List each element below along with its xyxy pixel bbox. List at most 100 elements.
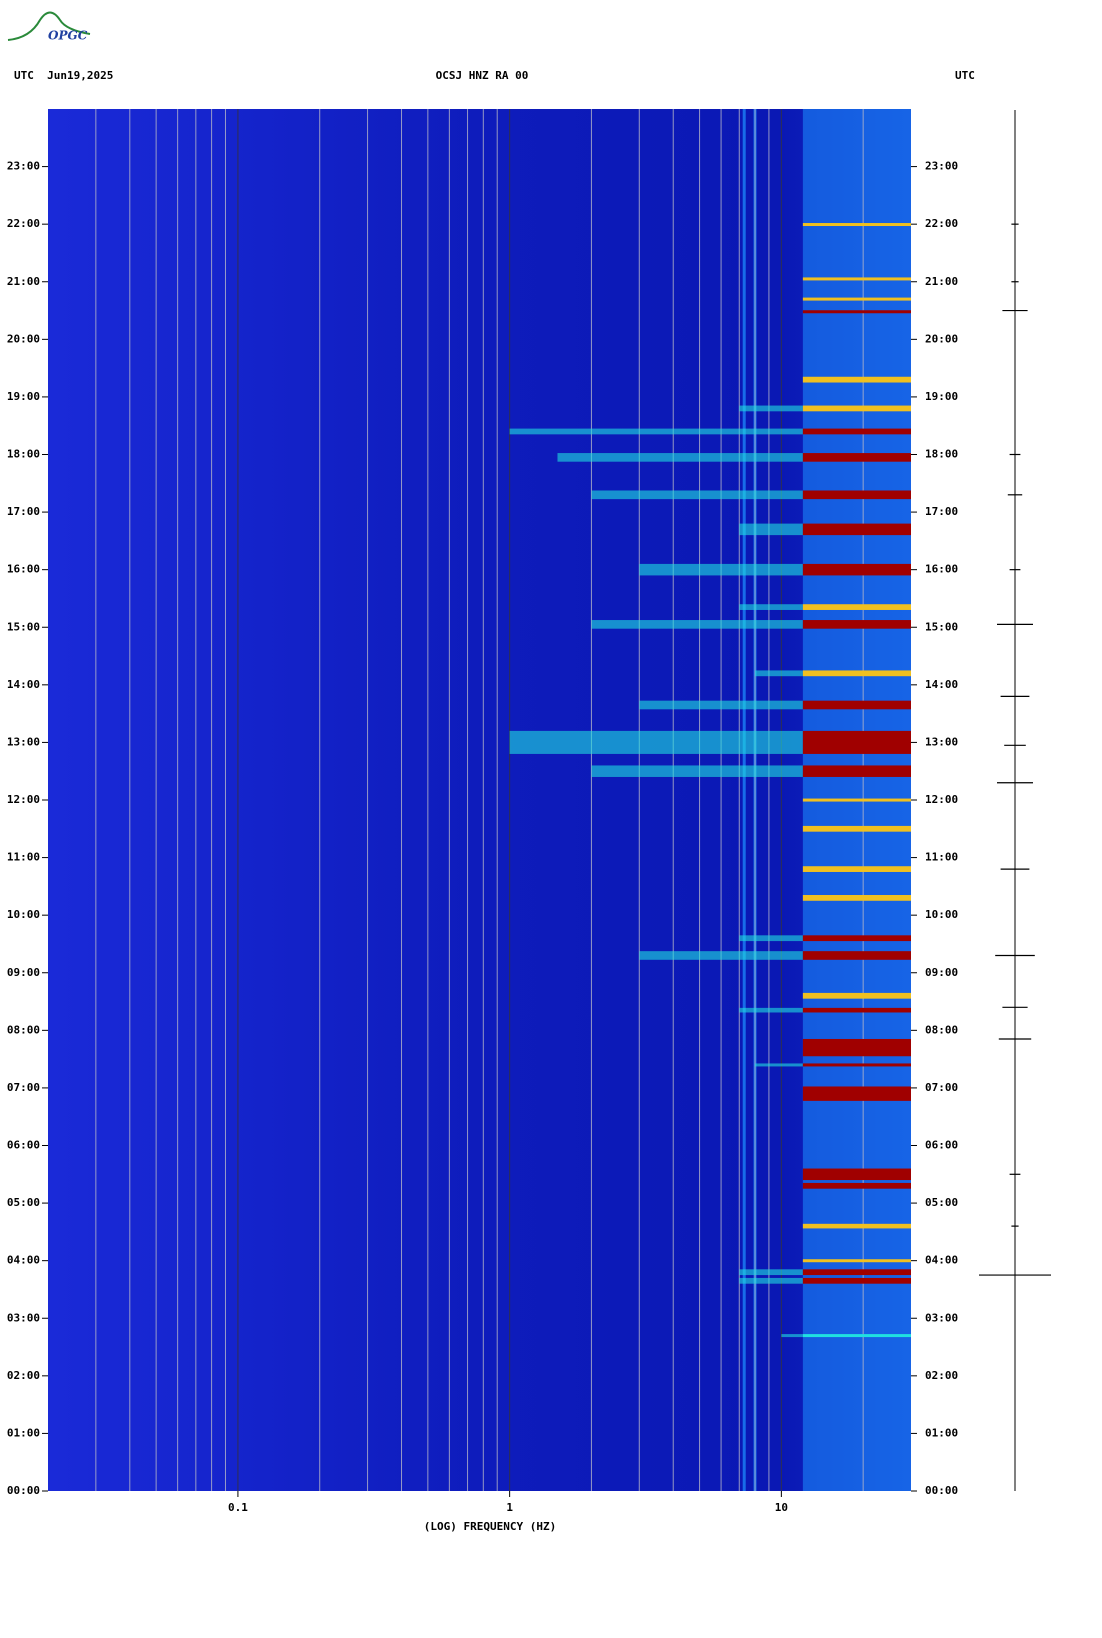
event-tail bbox=[591, 490, 803, 500]
logo: OPGC bbox=[48, 29, 88, 43]
logo-mark bbox=[7, 11, 91, 41]
event bbox=[802, 297, 911, 301]
x-axis-label: (LOG) FREQUENCY (HZ) bbox=[424, 1520, 556, 1533]
event-tail bbox=[509, 730, 803, 754]
header-left: UTC Jun19,2025 bbox=[14, 69, 113, 82]
y-tick-label: 08:00 bbox=[925, 1023, 958, 1036]
y-tick-label: 18:00 bbox=[7, 448, 40, 461]
y-tick-label: 17:00 bbox=[7, 505, 40, 518]
event bbox=[802, 376, 911, 383]
plot-area bbox=[48, 109, 911, 1491]
event-tail bbox=[739, 604, 803, 610]
event-tail bbox=[755, 1063, 803, 1067]
y-tick-label: 14:00 bbox=[7, 678, 40, 691]
y-tick-label: 15:00 bbox=[7, 620, 40, 633]
event bbox=[802, 223, 911, 227]
y-tick-label: 12:00 bbox=[7, 793, 40, 806]
y-tick-label: 12:00 bbox=[925, 793, 958, 806]
event bbox=[802, 1223, 911, 1229]
event bbox=[802, 825, 911, 832]
event-tail bbox=[755, 670, 803, 677]
x-tick-label: 10 bbox=[775, 1501, 788, 1514]
event bbox=[802, 1063, 911, 1067]
event-tail bbox=[739, 1007, 803, 1013]
y-tick-label: 16:00 bbox=[7, 563, 40, 576]
event-tail bbox=[557, 453, 803, 462]
event bbox=[802, 895, 911, 901]
event-tail bbox=[739, 1269, 803, 1276]
event bbox=[802, 992, 911, 999]
y-tick-label: 07:00 bbox=[7, 1081, 40, 1094]
event-tail bbox=[739, 1277, 803, 1284]
event bbox=[802, 523, 911, 536]
event bbox=[802, 670, 911, 677]
y-tick-label: 11:00 bbox=[925, 851, 958, 864]
y-tick-label: 13:00 bbox=[925, 735, 958, 748]
event-tail bbox=[739, 523, 803, 536]
event bbox=[802, 935, 911, 942]
y-tick-label: 19:00 bbox=[925, 390, 958, 403]
x-tick-label: 1 bbox=[506, 1501, 513, 1514]
y-tick-label: 21:00 bbox=[7, 275, 40, 288]
y-tick-label: 09:00 bbox=[925, 966, 958, 979]
y-tick-label: 06:00 bbox=[925, 1139, 958, 1152]
x-tick-label: 0.1 bbox=[228, 1501, 248, 1514]
y-tick-label: 08:00 bbox=[7, 1023, 40, 1036]
event-tail bbox=[739, 405, 803, 412]
event bbox=[802, 277, 911, 281]
event bbox=[802, 1007, 911, 1013]
event bbox=[802, 310, 911, 314]
event bbox=[802, 1038, 911, 1057]
y-tick-label: 17:00 bbox=[925, 505, 958, 518]
event bbox=[802, 1277, 911, 1284]
event-tail bbox=[639, 951, 803, 960]
y-tick-label: 20:00 bbox=[7, 332, 40, 345]
y-tick-label: 02:00 bbox=[7, 1369, 40, 1382]
event bbox=[802, 765, 911, 777]
event bbox=[802, 1269, 911, 1276]
y-tick-label: 06:00 bbox=[7, 1139, 40, 1152]
chart-title: OCSJ HNZ RA 00 bbox=[436, 69, 529, 82]
y-tick-label: 04:00 bbox=[925, 1254, 958, 1267]
event-tail bbox=[639, 563, 803, 576]
event bbox=[802, 866, 911, 872]
event-tail bbox=[639, 700, 803, 710]
y-tick-label: 11:00 bbox=[7, 851, 40, 864]
event bbox=[802, 620, 911, 629]
y-tick-label: 19:00 bbox=[7, 390, 40, 403]
event bbox=[802, 490, 911, 500]
event bbox=[802, 428, 911, 435]
event bbox=[802, 700, 911, 710]
y-tick-label: 16:00 bbox=[925, 563, 958, 576]
y-tick-label: 02:00 bbox=[925, 1369, 958, 1382]
event-tail bbox=[591, 620, 803, 629]
y-tick-label: 01:00 bbox=[7, 1426, 40, 1439]
y-tick-label: 04:00 bbox=[7, 1254, 40, 1267]
y-tick-label: 00:00 bbox=[925, 1484, 958, 1497]
y-tick-label: 00:00 bbox=[7, 1484, 40, 1497]
event bbox=[802, 1168, 911, 1181]
y-tick-label: 22:00 bbox=[7, 217, 40, 230]
event-tail bbox=[781, 1334, 803, 1338]
y-tick-label: 15:00 bbox=[925, 620, 958, 633]
event-tail bbox=[739, 935, 803, 942]
y-tick-label: 01:00 bbox=[925, 1426, 958, 1439]
event bbox=[802, 1259, 911, 1263]
y-tick-label: 10:00 bbox=[925, 908, 958, 921]
event bbox=[802, 1334, 911, 1338]
event bbox=[802, 798, 911, 802]
y-tick-label: 21:00 bbox=[925, 275, 958, 288]
event bbox=[802, 453, 911, 462]
event bbox=[802, 563, 911, 576]
y-tick-label: 03:00 bbox=[925, 1311, 958, 1324]
event bbox=[802, 730, 911, 754]
y-tick-label: 20:00 bbox=[925, 332, 958, 345]
y-tick-label: 13:00 bbox=[7, 735, 40, 748]
event bbox=[802, 951, 911, 960]
y-tick-label: 23:00 bbox=[925, 160, 958, 173]
event bbox=[802, 1182, 911, 1189]
event-tail bbox=[591, 765, 803, 777]
y-tick-label: 05:00 bbox=[7, 1196, 40, 1209]
y-tick-label: 07:00 bbox=[925, 1081, 958, 1094]
